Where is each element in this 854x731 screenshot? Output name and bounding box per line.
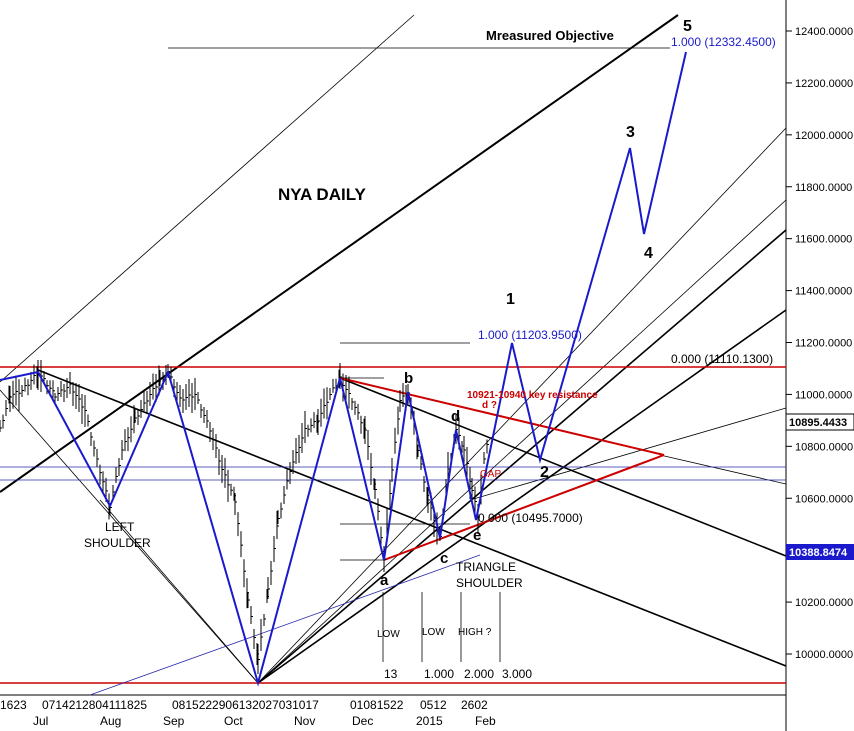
cycle-count-4: 3.000 (502, 667, 532, 681)
trend-lines (0, 14, 787, 684)
fib-1-label: 1.000 (11203.9500) (478, 328, 582, 342)
y-tick-label-4: 11600.0000 (795, 234, 852, 246)
fib-0-top-label: 0.000 (11110.1300) (671, 352, 773, 366)
wave-label-c: c (440, 550, 448, 567)
major-trend-line (0, 14, 679, 493)
chart-title: NYA DAILY (278, 185, 367, 204)
wave-label-a: a (380, 572, 389, 589)
cycle-label-low-2: LOW (422, 627, 445, 638)
left-shoulder-label-2: SHOULDER (84, 536, 151, 550)
fan-line-3 (257, 229, 787, 684)
x-day-label-1: 1623 (0, 698, 27, 712)
x-month-dec: Dec (352, 714, 373, 728)
y-axis-ticks: 12400.0000 12200.0000 12000.0000 11800.0000… (786, 26, 853, 661)
y-tick-label-3: 11800.0000 (795, 182, 852, 194)
measured-objective-label: Mreasured Objective (486, 28, 614, 43)
plot-area (0, 0, 786, 695)
wave-label-b: b (404, 370, 413, 387)
shoulder-line-inner (99, 499, 259, 684)
y-tick-label-2: 12000.0000 (795, 130, 853, 142)
wave-label-4: 4 (644, 245, 653, 262)
y-tick-label-0: 12400.0000 (795, 26, 853, 38)
fib-0-bottom-label: 0.000 (10495.7000) (478, 511, 583, 525)
x-month-aug: Aug (100, 714, 121, 728)
wave-label-3: 3 (626, 124, 635, 141)
cycle-count-1: 13 (384, 667, 398, 681)
x-month-nov: Nov (294, 714, 315, 728)
cycle-label-low-1: LOW (377, 629, 400, 640)
y-tick-label-8: 10800.0000 (795, 441, 853, 453)
thin-line-up (469, 407, 787, 501)
x-month-jul: Jul (33, 714, 48, 728)
fib-objective-label: 1.000 (12332.4500) (671, 35, 776, 49)
fan-line-1 (257, 127, 787, 684)
x-day-label-2: 0714212804111825 (42, 698, 147, 712)
cycle-label-high: HIGH ? (458, 627, 492, 638)
wave-label-d: d (451, 408, 460, 425)
wave-label-1: 1 (506, 291, 515, 308)
key-resistance-label: 10921-10940 key resistance (467, 390, 598, 401)
y-tick-label-9: 10600.0000 (795, 493, 853, 505)
x-month-oct: Oct (224, 714, 243, 728)
triangle-shoulder-label-2: SHOULDER (456, 576, 523, 590)
descending-line-1 (37, 369, 787, 667)
x-day-label-5: 0512 (420, 698, 447, 712)
price-tag-1-label: 10895.4433 (789, 417, 847, 429)
x-day-label-4: 01081522 (350, 698, 404, 712)
y-tick-label-5: 11400.0000 (795, 286, 852, 298)
shoulder-line-left (0, 389, 259, 684)
triangle-upper-red (339, 377, 665, 456)
wave-label-5: 5 (683, 18, 692, 35)
thin-trend-line (0, 14, 415, 383)
price-tag-2-label: 10388.8474 (789, 547, 848, 559)
y-tick-label-1: 12200.0000 (795, 78, 853, 90)
x-month-2015: 2015 (416, 714, 443, 728)
blue-thin-line (89, 554, 481, 696)
fan-line-4 (257, 309, 787, 684)
cycle-count-3: 2.000 (464, 667, 494, 681)
y-tick-label-12: 10000.0000 (795, 649, 853, 661)
fan-line-2 (257, 199, 787, 684)
gap-label: GAP (480, 469, 501, 480)
triangle-shoulder-label-1: TRIANGLE (456, 560, 516, 574)
y-tick-label-7: 11000.0000 (795, 389, 852, 401)
price-tag-2: 10388.8474 (786, 544, 854, 560)
x-day-label-6: 2602 (461, 698, 488, 712)
x-day-label-3: 0815222906132027031017 (172, 698, 319, 712)
cycle-count-2: 1.000 (424, 667, 454, 681)
price-tag-1: 10895.4433 (785, 413, 854, 431)
y-tick-label-6: 11200.0000 (795, 338, 852, 350)
wave-label-2: 2 (540, 464, 549, 481)
triangle-lower-red (383, 454, 665, 561)
left-shoulder-label-1: LEFT (105, 520, 135, 534)
wave-projection (0, 51, 687, 687)
d-query-label: d ? (482, 400, 497, 411)
x-month-feb: Feb (475, 714, 496, 728)
wave-label-e: e (473, 527, 481, 544)
y-tick-label-11: 10200.0000 (795, 597, 853, 609)
x-month-sep: Sep (163, 714, 185, 728)
thin-line-flat (659, 454, 787, 485)
